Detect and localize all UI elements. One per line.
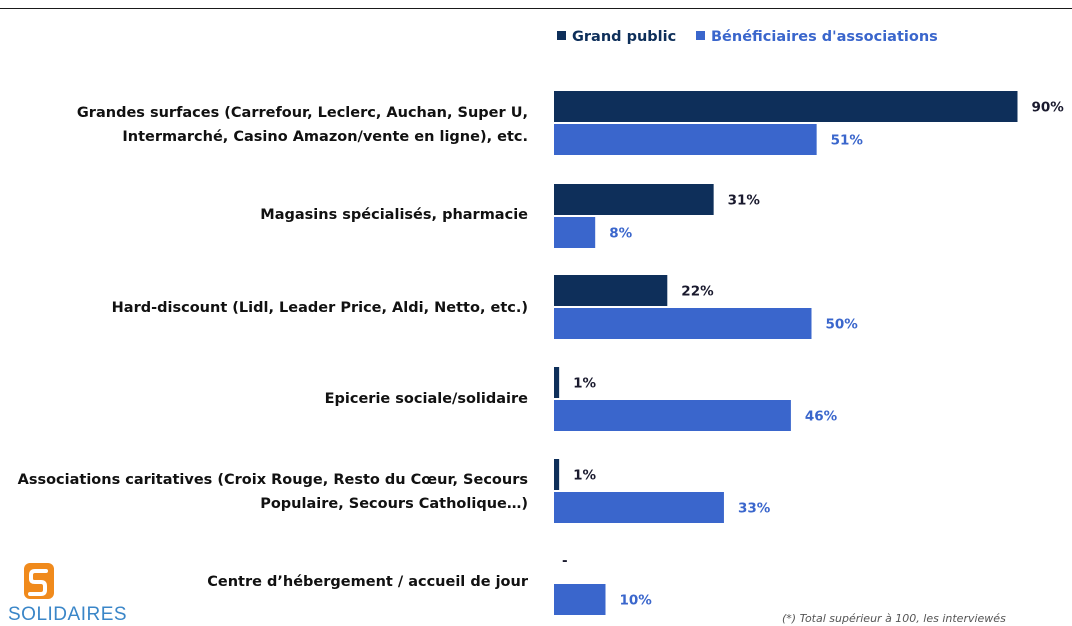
bar-s1-c1 [554,217,595,248]
bar-s1-c0 [554,124,817,155]
legend: Grand public Bénéficiaires d'associations [557,29,938,45]
value-label-s0-c2: 22% [681,284,714,300]
value-label-s1-c1: 8% [609,226,632,242]
value-label-s1-c0: 51% [831,133,864,149]
category-label-3-line-0: Epicerie sociale/solidaire [325,391,529,407]
logo-text: SOLIDAIRES [8,604,127,626]
bar-s1-c5 [554,584,606,615]
value-label-s1-c5: 10% [620,593,653,609]
value-label-s0-c1: 31% [728,193,761,209]
bar-s0-c4 [554,459,559,490]
value-label-s0-c3: 1% [573,376,596,392]
footnote: (*) Total supérieur à 100, les interview… [782,612,1006,625]
category-label-1-line-0: Magasins spécialisés, pharmacie [260,207,528,223]
category-label-0-line-0: Grandes surfaces (Carrefour, Leclerc, Au… [77,105,528,121]
category-label-4-line-0: Associations caritatives (Croix Rouge, R… [18,472,528,488]
category-label-5-line-0: Centre d’hébergement / accueil de jour [207,574,529,590]
bar-s0-c2 [554,275,667,306]
bar-s0-c3 [554,367,559,398]
value-label-s0-c5: - [562,553,568,569]
bar-s1-c2 [554,308,812,339]
bar-s1-c4 [554,492,724,523]
value-label-s1-c3: 46% [805,409,838,425]
bar-s0-c1 [554,184,714,215]
category-label-4-line-1: Populaire, Secours Catholique…) [260,496,528,512]
solidaires-logo-icon [24,563,54,599]
value-label-s0-c4: 1% [573,468,596,484]
value-label-s1-c4: 33% [738,501,771,517]
bar-s0-c0 [554,91,1018,122]
legend-label-1: Bénéficiaires d'associations [711,29,938,45]
legend-swatch-0 [557,31,566,40]
legend-swatch-1 [696,31,705,40]
value-label-s1-c2: 50% [826,317,859,333]
category-label-2-line-0: Hard-discount (Lidl, Leader Price, Aldi,… [112,300,528,316]
legend-label-0: Grand public [572,29,676,45]
value-label-s0-c0: 90% [1032,100,1065,116]
bar-s1-c3 [554,400,791,431]
category-label-0-line-1: Intermarché, Casino Amazon/vente en lign… [122,129,528,145]
category-labels: Grandes surfaces (Carrefour, Leclerc, Au… [18,105,529,590]
bars-group: 90% 31% 22% 1% 1% - 51% 8% 50% 46% 33% 10% [554,91,1064,615]
